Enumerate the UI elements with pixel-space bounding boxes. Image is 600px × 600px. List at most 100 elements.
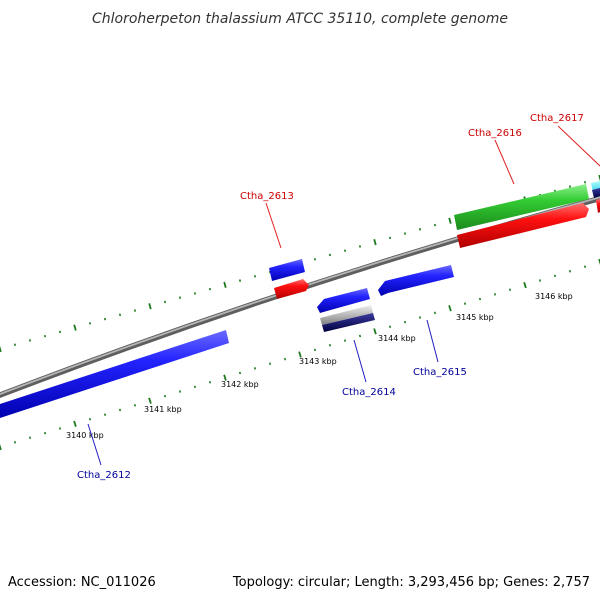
inner-minor-tick	[358, 334, 362, 338]
inner-minor-tick	[388, 325, 392, 329]
outer-minor-tick	[238, 279, 242, 282]
tick-label-3141: 3141 kbp	[144, 405, 182, 414]
inner-minor-tick	[103, 413, 107, 416]
outer-minor-tick	[433, 223, 437, 227]
inner-minor-tick	[13, 441, 17, 444]
inner-minor-tick	[193, 385, 197, 389]
leader-ctha-2613	[265, 202, 282, 249]
inner-minor-tick	[343, 339, 347, 342]
inner-major-tick	[598, 258, 600, 266]
inner-minor-tick	[253, 367, 257, 370]
outer-minor-tick	[43, 334, 47, 338]
accession-text: Accession: NC_011026	[8, 575, 156, 590]
map-title: Chloroherpeton thalassium ATCC 35110, co…	[92, 11, 508, 27]
outer-minor-tick	[58, 330, 62, 334]
inner-minor-tick	[478, 297, 482, 301]
inner-major-tick	[523, 282, 527, 289]
inner-minor-tick	[238, 371, 242, 375]
outer-minor-tick	[388, 236, 392, 240]
outer-minor-tick	[253, 275, 257, 278]
gene-label-ctha-2614[interactable]: Ctha_2614	[342, 387, 396, 398]
gene-label-ctha-2617[interactable]: Ctha_2617	[530, 113, 584, 124]
inner-minor-tick	[418, 316, 422, 319]
gene-bar-ctha-2614[interactable]	[320, 305, 373, 325]
gene-bar-ctha-2614-cds[interactable]	[322, 313, 375, 332]
outer-minor-tick	[13, 343, 17, 347]
inner-major-tick	[373, 328, 377, 335]
outer-major-tick	[373, 238, 377, 246]
inner-minor-tick	[58, 427, 62, 430]
outer-major-tick	[73, 324, 77, 331]
gene-label-ctha-2612[interactable]: Ctha_2612	[77, 470, 131, 481]
genome-summary-text: Topology: circular; Length: 3,293,456 bp…	[232, 575, 590, 590]
gene-label-ctha-2613[interactable]: Ctha_2613	[240, 191, 294, 202]
inner-minor-tick	[178, 390, 182, 393]
inner-minor-tick	[43, 431, 47, 435]
tick-label-3142: 3142 kbp	[221, 380, 259, 389]
inner-minor-tick	[463, 302, 467, 305]
inner-minor-tick	[133, 404, 137, 407]
outer-minor-tick	[403, 232, 407, 235]
outer-minor-tick	[178, 296, 182, 300]
outer-minor-tick	[163, 300, 167, 304]
inner-minor-tick	[328, 343, 332, 347]
inner-minor-tick	[88, 417, 92, 421]
inner-minor-tick	[118, 408, 122, 412]
cds-arrow-ctha-2613[interactable]	[274, 279, 309, 299]
leader-ctha-2615	[426, 319, 439, 363]
tick-label-3145: 3145 kbp	[456, 313, 494, 322]
inner-major-tick	[0, 443, 2, 451]
leader-ctha-2612	[87, 423, 102, 466]
outer-minor-tick	[133, 309, 137, 312]
inner-minor-tick	[583, 265, 587, 268]
inner-major-tick	[73, 420, 77, 427]
outer-minor-tick	[418, 227, 422, 231]
leader-ctha-2617	[557, 125, 600, 167]
inner-minor-tick	[208, 380, 212, 384]
inner-minor-tick	[568, 269, 572, 273]
outer-minor-tick	[103, 317, 107, 321]
inner-minor-tick	[268, 362, 272, 366]
inner-major-tick	[223, 374, 227, 381]
inner-minor-tick	[313, 348, 317, 352]
outer-minor-tick	[358, 245, 362, 248]
tick-label-3143: 3143 kbp	[299, 357, 337, 366]
leader-ctha-2614	[353, 339, 367, 383]
cds-arrow-ctha-2616[interactable]	[457, 203, 589, 248]
inner-minor-tick	[538, 279, 542, 282]
outer-minor-tick	[343, 249, 347, 252]
outer-minor-tick	[313, 257, 317, 261]
gene-bar-ctha-2616[interactable]	[454, 184, 589, 230]
scale-labels: 3140 kbp 3141 kbp 3142 kbp 3143 kbp 3144…	[66, 292, 573, 440]
gene-bar-ctha-2613[interactable]	[269, 259, 305, 281]
gene-label-leaders	[87, 125, 600, 466]
inner-major-tick	[448, 305, 452, 312]
tick-label-3144: 3144 kbp	[378, 334, 416, 343]
feature-tracks	[0, 181, 600, 418]
gene-label-ctha-2616[interactable]: Ctha_2616	[468, 128, 522, 139]
outer-major-tick	[598, 174, 600, 182]
inner-minor-tick	[433, 311, 437, 315]
tick-label-3146: 3146 kbp	[535, 292, 573, 301]
outer-minor-tick	[328, 253, 332, 257]
outer-major-tick	[148, 303, 152, 310]
outer-minor-tick	[208, 287, 212, 291]
cds-arrow-ctha-2615[interactable]	[378, 265, 454, 296]
gene-label-ctha-2615[interactable]: Ctha_2615	[413, 367, 467, 378]
inner-minor-tick	[508, 288, 512, 292]
inner-major-tick	[298, 351, 302, 358]
cds-arrow-ctha-2617[interactable]	[596, 199, 600, 213]
cds-arrow-ctha-2614[interactable]	[317, 288, 370, 313]
inner-minor-tick	[28, 436, 32, 440]
inner-minor-tick	[493, 293, 497, 296]
outer-major-tick	[448, 217, 452, 224]
outer-minor-tick	[568, 185, 572, 188]
outer-major-tick	[0, 345, 2, 353]
inner-minor-tick	[553, 274, 557, 278]
outer-major-tick	[223, 281, 227, 289]
outer-minor-tick	[88, 322, 92, 325]
gene-bar-ctha-2612[interactable]	[0, 330, 229, 418]
gene-labels: Ctha_2613 Ctha_2616 Ctha_2617 Ctha_2612 …	[77, 113, 584, 481]
